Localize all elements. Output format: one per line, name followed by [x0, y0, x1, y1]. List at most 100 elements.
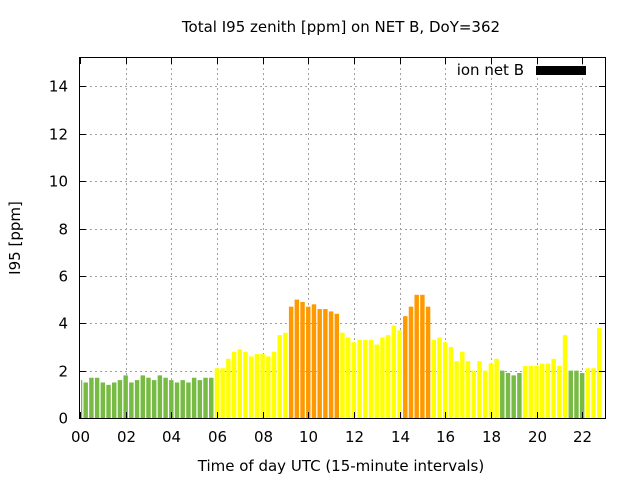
bar [585, 368, 591, 418]
bar [568, 370, 573, 418]
bar [345, 337, 351, 418]
bar [203, 377, 208, 418]
bar [277, 335, 282, 418]
bar [448, 346, 454, 418]
bar [180, 380, 185, 418]
x-tick-label: 06 [208, 428, 227, 446]
bar [500, 370, 505, 418]
bar [106, 384, 111, 418]
bar [488, 363, 494, 418]
y-axis-label: I95 [ppm] [6, 201, 24, 275]
bar [368, 339, 374, 418]
bar [89, 377, 94, 418]
bar [460, 351, 465, 418]
bar [283, 332, 288, 418]
bar [174, 382, 180, 418]
legend-label: ion net B [457, 61, 524, 79]
bar [83, 382, 88, 418]
x-tick-label: 02 [117, 428, 136, 446]
bar [334, 313, 340, 418]
bar [574, 370, 579, 418]
bar [157, 375, 163, 418]
bar [562, 335, 568, 418]
bar [271, 351, 277, 418]
bar [414, 294, 419, 418]
bar [266, 356, 271, 418]
x-tick-label: 12 [345, 428, 364, 446]
bar [591, 368, 596, 418]
bar [243, 351, 248, 418]
bar [220, 368, 225, 418]
bar [431, 339, 437, 418]
bar [81, 380, 83, 418]
bar [129, 382, 134, 418]
bar [545, 363, 551, 418]
bar [294, 299, 300, 418]
bar [134, 380, 140, 418]
bar [146, 377, 151, 418]
bar [511, 375, 516, 418]
legend: ion net B [457, 61, 586, 79]
bar [494, 358, 499, 418]
bar [288, 306, 294, 418]
bar [557, 365, 562, 418]
bar [300, 301, 305, 418]
bar [248, 356, 254, 418]
bar [374, 344, 379, 418]
bar [385, 335, 391, 418]
bar [540, 363, 545, 418]
y-tick-label: 0 [58, 410, 68, 428]
bars [81, 294, 602, 418]
bar [528, 365, 534, 418]
bar [522, 365, 528, 418]
x-tick-label: 16 [436, 428, 455, 446]
bar [226, 358, 231, 418]
y-tick-label: 12 [49, 126, 68, 144]
bar [505, 373, 511, 418]
x-tick-label: 10 [299, 428, 318, 446]
x-tick-label: 22 [573, 428, 592, 446]
bar [534, 365, 539, 418]
y-tick-label: 6 [58, 268, 68, 286]
bar [517, 373, 522, 418]
bar [197, 380, 203, 418]
bar [306, 306, 311, 418]
bar [351, 342, 357, 418]
bar [254, 354, 260, 418]
x-tick-label: 04 [162, 428, 181, 446]
bar [482, 370, 488, 418]
bar [363, 339, 368, 418]
bar [597, 328, 602, 418]
bar [397, 330, 402, 418]
plot-frame [79, 57, 606, 419]
bar [169, 380, 174, 418]
x-tick-label: 00 [71, 428, 90, 446]
y-tick-label: 8 [58, 221, 68, 239]
legend-swatch [536, 66, 586, 75]
y-tick-label: 10 [49, 173, 68, 191]
chart-title: Total I95 zenith [ppm] on NET B, DoY=362 [181, 18, 500, 36]
bar [403, 316, 408, 418]
x-tick-label: 18 [482, 428, 501, 446]
bar [260, 354, 265, 418]
bar [317, 309, 322, 418]
bar [94, 377, 100, 418]
y-tick-label: 2 [58, 363, 68, 381]
bar [140, 375, 145, 418]
bar [380, 337, 385, 418]
x-tick-label: 14 [391, 428, 410, 446]
grid [80, 58, 605, 418]
bar [454, 361, 459, 418]
bar [477, 361, 482, 418]
bar [425, 306, 431, 418]
bar [340, 332, 345, 418]
bar [551, 358, 556, 418]
bar [420, 294, 425, 418]
bar [231, 351, 237, 418]
bar [442, 342, 448, 418]
x-tick-label: 20 [528, 428, 547, 446]
bar [117, 380, 123, 418]
bar [209, 377, 214, 418]
bar [328, 311, 334, 418]
